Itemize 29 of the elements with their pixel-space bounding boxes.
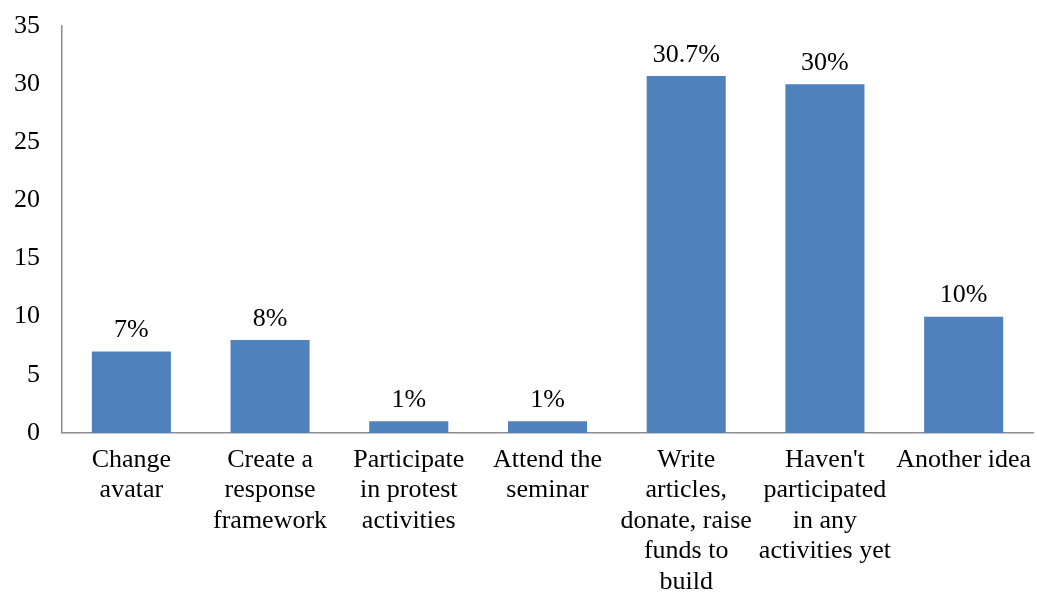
y-tick-label: 20 — [14, 184, 40, 214]
x-tick-label: Participate in protest activities — [353, 443, 465, 534]
x-tick-label: Change avatar — [91, 443, 172, 504]
bar — [924, 316, 1004, 433]
y-tick-label: 10 — [14, 300, 40, 330]
data-label: 10% — [939, 279, 988, 309]
y-tick-label: 0 — [27, 416, 40, 446]
data-label: 1% — [530, 384, 565, 414]
y-tick-label: 30 — [14, 67, 40, 97]
x-tick-label: Attend the seminar — [492, 443, 603, 504]
bar — [230, 339, 310, 433]
y-tick-label: 15 — [14, 242, 40, 272]
bar — [646, 75, 726, 433]
x-tick-label: Another idea — [896, 443, 1032, 473]
bar — [785, 84, 865, 433]
bar — [91, 351, 171, 433]
y-tick-label: 5 — [27, 358, 40, 388]
data-label: 30.7% — [652, 38, 720, 68]
data-label: 8% — [252, 302, 288, 332]
x-tick-label: Create a response framework — [213, 443, 328, 534]
x-tick-label: Haven't participated in any activities yet — [758, 443, 892, 565]
y-tick-label: 25 — [14, 126, 40, 156]
bar — [507, 421, 588, 433]
y-tick-label: 35 — [14, 9, 40, 39]
x-tick-label: Write articles, donate, raise funds to build — [620, 443, 752, 595]
bar — [369, 421, 449, 433]
data-label: 7% — [114, 314, 149, 344]
data-label: 1% — [391, 384, 427, 414]
data-label: 30% — [801, 46, 849, 76]
